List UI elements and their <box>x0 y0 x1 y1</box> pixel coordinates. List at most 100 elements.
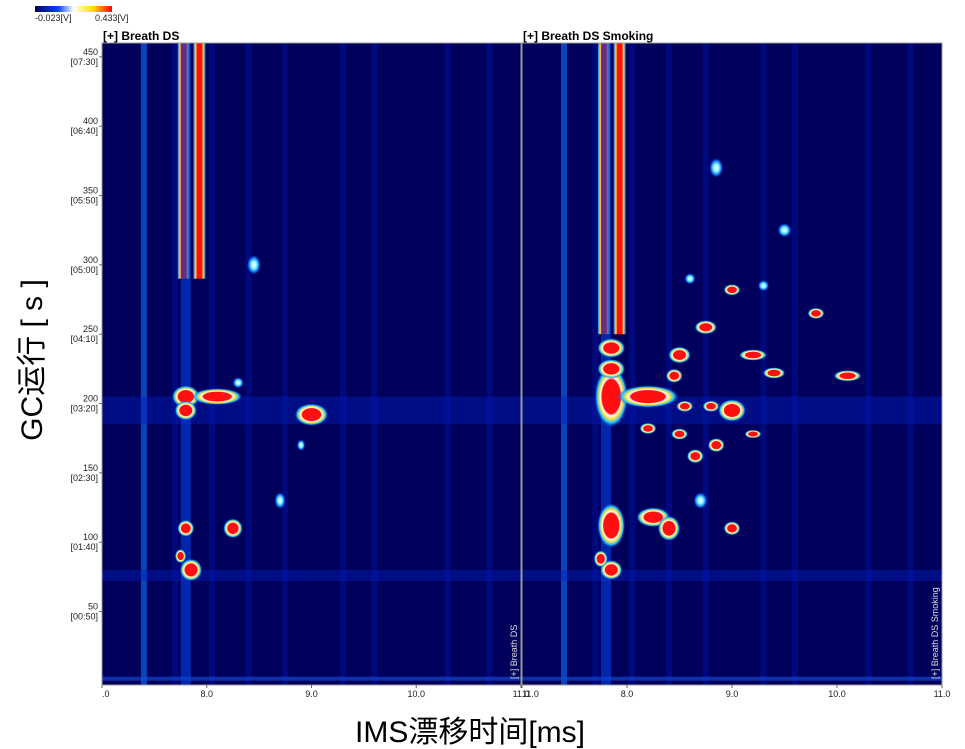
y-tick-label: 400 <box>83 116 98 126</box>
y-tick-label: 150 <box>83 463 98 473</box>
peak-spot <box>702 400 720 412</box>
y-tick-label: 450 <box>83 47 98 57</box>
plot-area <box>102 43 521 685</box>
peak-spot <box>174 549 187 564</box>
peak-spot <box>694 320 717 335</box>
peak-spot <box>296 439 306 451</box>
background-streak <box>561 43 567 685</box>
peak-spot <box>676 400 694 412</box>
peak-spot <box>177 519 195 537</box>
background-streak <box>865 43 872 685</box>
peak-spot <box>600 560 623 580</box>
peak-spot <box>739 349 767 361</box>
x-tick-label: 11.0 <box>522 689 539 699</box>
peak-spot <box>665 368 683 383</box>
peak-spot <box>777 223 792 238</box>
y-tick-label: 250 <box>83 324 98 334</box>
background-band <box>522 676 942 681</box>
y-tick-time: [05:00] <box>70 265 98 275</box>
background-streak <box>140 43 147 685</box>
y-tick-time: [05:50] <box>70 196 98 206</box>
background-streak <box>444 43 451 685</box>
x-tick-label: 11.0 <box>934 689 951 699</box>
colorbar-max: 0.433[V] <box>95 13 129 23</box>
peak-spot <box>192 388 243 405</box>
peak-spot <box>668 346 691 364</box>
panel-title: [+] Breath DS Smoking <box>523 29 653 43</box>
y-tick-label: 200 <box>83 394 98 404</box>
peak-spot <box>174 400 197 421</box>
y-tick-time: [00:50] <box>70 612 98 622</box>
x-tick-label: .0 <box>102 689 110 699</box>
background-streak <box>245 43 252 685</box>
y-tick-label: 350 <box>83 186 98 196</box>
y-tick-time: [03:20] <box>70 404 98 414</box>
background-streak <box>339 43 346 685</box>
peak-spot <box>274 492 286 509</box>
x-tick-label: 10.0 <box>828 689 846 699</box>
y-axis-label: GC运行 [ s ] <box>16 279 49 441</box>
background-streak <box>208 43 215 685</box>
peak-spot <box>617 385 679 408</box>
peak-spot <box>684 273 696 285</box>
background-streak <box>486 43 493 685</box>
peak-spot <box>723 521 741 536</box>
y-tick-label: 100 <box>83 532 98 542</box>
peak-spot <box>762 367 786 379</box>
x-tick-label: 8.0 <box>621 689 634 699</box>
peak-spot <box>757 280 770 292</box>
background-streak <box>792 43 798 685</box>
reactant-ion-column <box>180 43 191 685</box>
background-streak <box>371 43 378 685</box>
peak-spot <box>709 157 724 178</box>
colorbar <box>35 6 112 12</box>
background-band <box>102 569 521 582</box>
background-band <box>102 676 521 681</box>
y-tick-time: [01:40] <box>70 542 98 552</box>
y-tick-label: 300 <box>83 255 98 265</box>
peak-spot <box>686 449 704 464</box>
y-tick-label: 50 <box>88 602 98 612</box>
colorbar-min: -0.023[V] <box>35 13 72 23</box>
peak-spot <box>246 255 261 275</box>
peak-spot <box>232 377 244 389</box>
peak-spot <box>807 307 825 319</box>
x-tick-label: 10.0 <box>407 689 425 699</box>
main-column <box>613 43 626 335</box>
y-tick-time: [02:30] <box>70 473 98 483</box>
y-tick-time: [07:30] <box>70 57 98 67</box>
background-streak <box>282 43 289 685</box>
panel-side-label: [+] Breath DS <box>509 625 519 679</box>
peak-spot <box>294 403 329 426</box>
peak-spot <box>718 399 746 422</box>
x-tick-label: 8.0 <box>200 689 213 699</box>
background-streak <box>629 43 636 685</box>
x-tick-label: 9.0 <box>305 689 318 699</box>
peak-spot <box>707 438 725 453</box>
plot-area <box>522 43 942 685</box>
peak-spot <box>639 422 657 435</box>
background-streak <box>702 43 709 685</box>
peak-spot <box>223 518 243 539</box>
panel-title: [+] Breath DS <box>103 29 179 43</box>
peak-spot <box>597 359 626 379</box>
x-tick-label: 11.0 <box>513 689 530 699</box>
peak-spot <box>671 428 688 440</box>
x-axis-label: IMS漂移时间[ms] <box>355 716 585 749</box>
peak-spot <box>597 338 626 358</box>
peak-spot <box>833 370 862 382</box>
peak-spot <box>597 503 626 548</box>
peak-spot <box>744 429 762 439</box>
y-tick-time: [04:10] <box>70 334 98 344</box>
background-band <box>522 569 942 582</box>
peak-spot <box>594 365 629 428</box>
y-tick-time: [06:40] <box>70 126 98 136</box>
peak-spot <box>593 550 608 568</box>
background-streak <box>907 43 914 685</box>
main-column <box>193 43 206 279</box>
peak-spot <box>723 284 741 296</box>
peak-spot <box>179 558 203 582</box>
x-tick-label: 9.0 <box>726 689 739 699</box>
panel-side-label: [+] Breath DS Smoking <box>930 587 940 679</box>
